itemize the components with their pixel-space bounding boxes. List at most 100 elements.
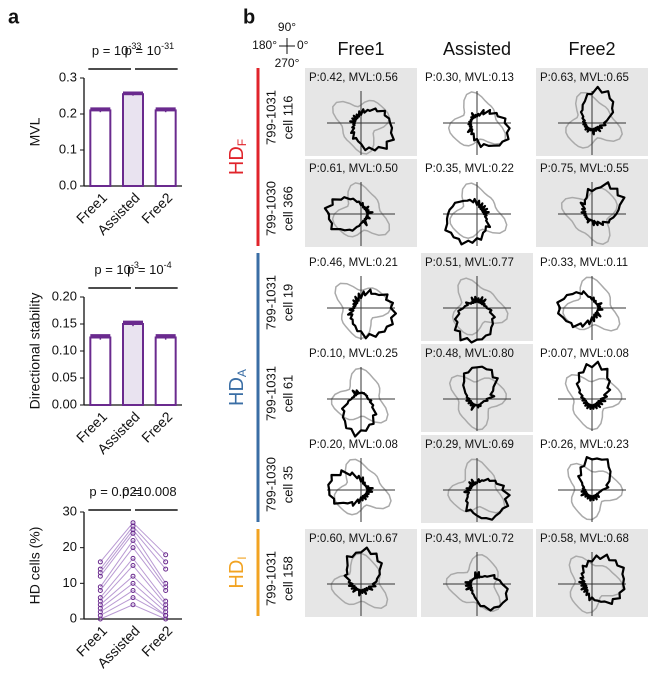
y-tick-label: 0.05 <box>52 369 77 384</box>
subject-line <box>99 521 167 563</box>
panel-label: a <box>8 6 20 28</box>
x-tick-label: Free2 <box>138 408 175 445</box>
animal-label: 799-1030 <box>263 457 278 512</box>
subject-point <box>97 573 103 579</box>
bar <box>122 323 144 406</box>
polar-tuning <box>462 365 499 411</box>
subject-line <box>100 604 166 620</box>
cell-label: cell 61 <box>280 375 295 413</box>
polar-stats: P:0.10, MVL:0.25 <box>309 348 398 360</box>
polar-tuning <box>577 456 612 502</box>
animal-label: 799-1030 <box>263 181 278 236</box>
subject-point <box>130 602 136 608</box>
polar-stats: P:0.58, MVL:0.68 <box>540 533 629 545</box>
group-label: HDA <box>226 369 249 406</box>
polar-tuning <box>578 553 626 605</box>
y-tick-label: 0 <box>70 610 77 625</box>
y-tick-label: 0.2 <box>59 105 77 120</box>
y-tick-label: 0.1 <box>59 141 77 156</box>
subject-point <box>163 587 169 593</box>
group-label-sub: I <box>235 556 249 559</box>
column-header: Free1 <box>337 39 384 59</box>
p-value-base: p = 0.008 <box>122 484 177 499</box>
subject-line <box>99 546 167 591</box>
polar-tuning <box>347 288 397 340</box>
polar-stats: P:0.43, MVL:0.72 <box>425 533 514 545</box>
polar-stats: P:0.42, MVL:0.56 <box>309 72 398 84</box>
bar <box>89 109 112 187</box>
subject-point <box>130 595 136 601</box>
polar-stats: P:0.29, MVL:0.69 <box>425 439 514 451</box>
polar-tuning <box>349 107 395 152</box>
polar-stats: P:0.33, MVL:0.11 <box>540 257 628 269</box>
polar-baseline <box>564 374 623 431</box>
p-value: p = 0.008 <box>122 484 177 499</box>
polar-tuning <box>341 389 378 438</box>
polar-stats: P:0.48, MVL:0.80 <box>425 348 514 360</box>
polar-tuning <box>464 571 509 612</box>
polar-tuning <box>556 290 604 329</box>
polar-tuning <box>343 546 383 597</box>
p-value: p = 10-33 <box>92 41 142 58</box>
subject-point <box>130 580 136 586</box>
bar <box>154 109 177 187</box>
subject-point <box>130 563 136 568</box>
subject-line <box>100 597 166 616</box>
column-header: Free2 <box>568 39 615 59</box>
subject-line <box>99 532 167 584</box>
p-value-base: p = 10 <box>125 43 162 58</box>
group-label-base: HD <box>226 146 248 175</box>
subject-line <box>99 525 167 570</box>
subject-point <box>130 555 136 561</box>
column-header: Assisted <box>443 39 511 59</box>
subject-line <box>99 564 167 606</box>
bar <box>122 93 144 187</box>
subject-line <box>100 582 166 613</box>
cell-label: cell 19 <box>280 284 295 322</box>
polar-baseline <box>333 458 392 516</box>
polar-tuning <box>444 197 492 246</box>
polar-tuning <box>579 85 615 136</box>
bar <box>89 336 112 406</box>
polar-tuning <box>575 360 612 410</box>
subject-line <box>100 575 167 609</box>
polar-stats: P:0.35, MVL:0.22 <box>425 163 514 175</box>
y-axis-label: MVL <box>27 117 43 146</box>
group-label-base: HD <box>226 377 248 406</box>
y-tick-label: 0.00 <box>52 396 77 411</box>
group-label-sub: A <box>235 369 249 377</box>
p-value-exponent: -3 <box>131 260 139 270</box>
p-value: p = 10-31 <box>125 41 175 58</box>
group-label-sub: F <box>235 139 249 146</box>
animal-label: 799-1031 <box>263 551 278 606</box>
p-value: p = 10-3 <box>94 260 139 277</box>
y-tick-label: 0.20 <box>52 288 77 303</box>
subject-line <box>99 529 167 573</box>
subject-point <box>163 559 169 565</box>
y-tick-label: 30 <box>63 503 77 518</box>
panel-label: b <box>243 6 255 28</box>
subject-point <box>130 587 136 593</box>
compass-label: 270° <box>275 56 300 70</box>
y-tick-label: 0.10 <box>52 342 77 357</box>
cell-label: cell 158 <box>280 556 295 601</box>
polar-tuning <box>453 295 496 344</box>
subject-point <box>130 530 136 536</box>
polar-tuning <box>327 469 374 507</box>
compass-label: 90° <box>278 20 296 34</box>
subject-point <box>97 587 103 593</box>
subject-line <box>99 539 167 588</box>
y-axis-label: HD cells (%) <box>27 527 43 605</box>
animal-label: 799-1031 <box>263 275 278 330</box>
polar-stats: P:0.51, MVL:0.77 <box>425 257 514 269</box>
polar-stats: P:0.20, MVL:0.08 <box>309 439 398 451</box>
p-value: p = 10-4 <box>127 260 172 277</box>
subject-line <box>99 557 167 602</box>
cell-label: cell 116 <box>280 96 295 140</box>
p-value-base: p = 0.021 <box>89 484 144 499</box>
polar-tuning <box>579 181 626 227</box>
group-label: HDI <box>226 556 249 588</box>
compass-label: 0° <box>297 38 309 52</box>
p-value-base: p = 10 <box>94 262 131 277</box>
